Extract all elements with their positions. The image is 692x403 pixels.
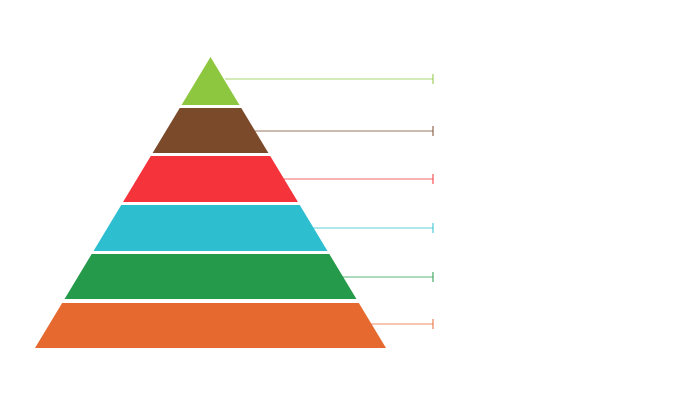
pyramid-level-6 (35, 303, 386, 348)
pyramid-level-2 (152, 108, 269, 153)
pyramid-level-4 (93, 205, 328, 251)
pyramid-level-5 (64, 254, 357, 299)
pyramid-level-1 (181, 57, 240, 105)
pyramid-level-3 (123, 156, 298, 202)
